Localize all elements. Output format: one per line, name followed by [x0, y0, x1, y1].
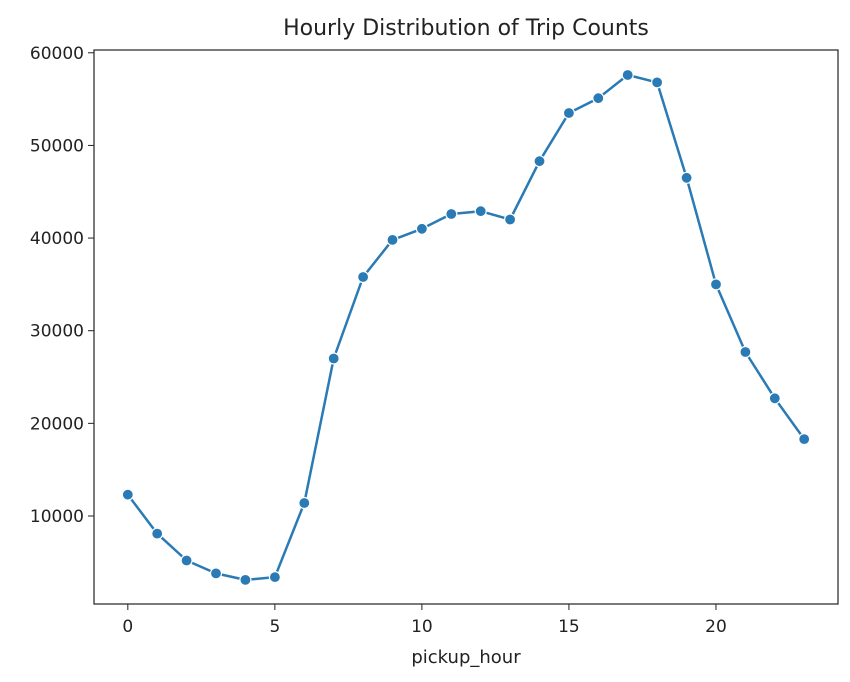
data-point	[709, 278, 723, 291]
y-tick-label: 30000	[30, 322, 84, 342]
data-point	[798, 433, 811, 446]
data-point	[562, 106, 576, 120]
plot-series	[121, 68, 811, 587]
data-point	[357, 270, 370, 284]
y-tick-label: 40000	[30, 229, 84, 249]
data-point	[680, 171, 693, 184]
data-point	[504, 213, 517, 226]
data-point	[268, 570, 281, 584]
data-point	[445, 207, 458, 221]
x-tick-label: 10	[411, 617, 433, 637]
y-tick-label: 60000	[30, 44, 84, 64]
data-point	[621, 68, 634, 82]
x-axis: 0 5 10 15 20	[122, 604, 727, 637]
data-point	[327, 352, 340, 365]
chart-title: Hourly Distribution of Trip Counts	[283, 16, 649, 41]
data-point	[592, 92, 605, 105]
y-axis: 10000 20000 30000 40000 50000 60000	[30, 44, 94, 527]
plot-frame	[93, 49, 839, 605]
data-point	[739, 345, 752, 359]
x-tick-label: 0	[122, 617, 133, 637]
data-point	[474, 205, 487, 218]
x-tick-label: 20	[705, 617, 727, 637]
x-tick-label: 5	[269, 617, 280, 637]
y-tick-label: 20000	[30, 414, 84, 434]
data-point	[768, 392, 781, 405]
x-tick-label: 15	[558, 617, 580, 637]
data-point	[239, 573, 252, 587]
y-tick-label: 10000	[30, 507, 84, 527]
series-line	[126, 73, 806, 582]
data-point	[533, 155, 546, 168]
data-point	[298, 496, 311, 510]
data-point	[121, 488, 134, 501]
data-point	[180, 554, 193, 567]
data-point	[415, 222, 428, 235]
data-point	[386, 233, 399, 246]
data-point	[209, 567, 223, 580]
y-tick-label: 50000	[30, 136, 84, 156]
data-point	[151, 527, 164, 540]
x-axis-label: pickup_hour	[411, 647, 521, 668]
data-point	[650, 76, 664, 89]
